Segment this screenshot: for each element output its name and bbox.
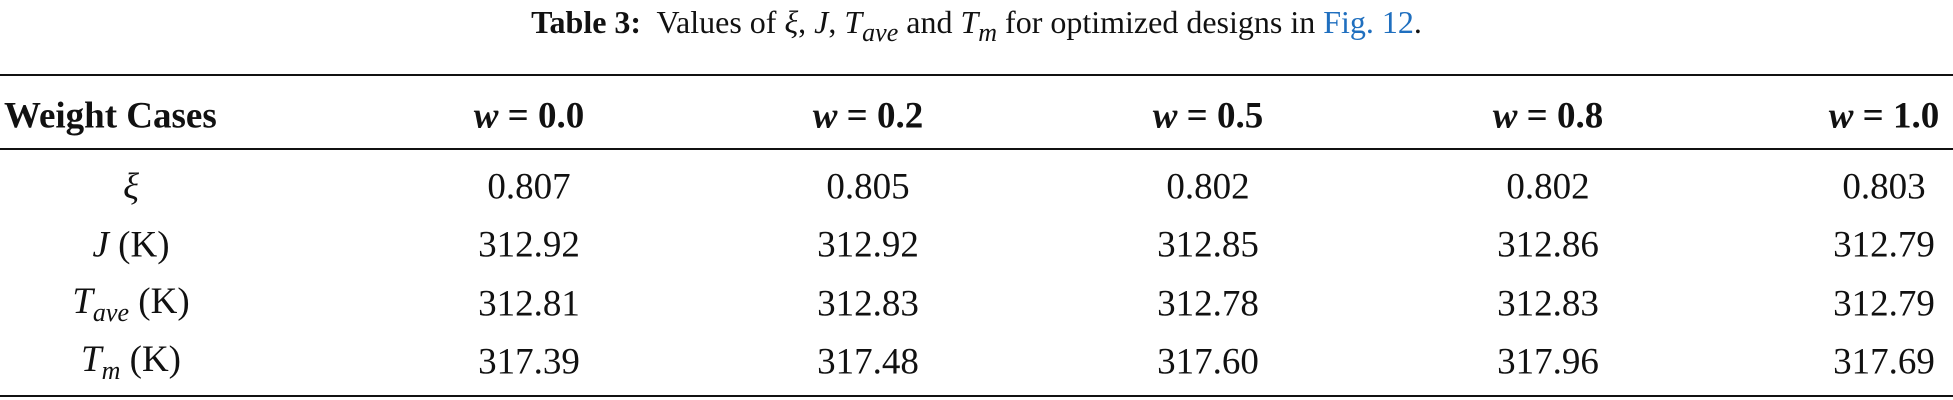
- unit: (K): [118, 224, 170, 266]
- value-cell: 312.92: [817, 224, 919, 266]
- symbol: ξ: [123, 166, 139, 208]
- caption-text: ,: [798, 4, 815, 40]
- unit: (K): [138, 281, 190, 322]
- caption-text: .: [1413, 4, 1422, 40]
- caption-text: ,: [828, 4, 845, 40]
- header-cell: w = 0.2: [813, 95, 924, 138]
- weight-value: = 0.5: [1186, 95, 1264, 137]
- caption-label: Table 3:: [531, 4, 642, 40]
- caption-text: Values of: [656, 4, 785, 40]
- value-cell: 317.96: [1497, 341, 1599, 383]
- value-cell: 0.802: [1166, 166, 1250, 208]
- header-cell: w = 1.0: [1829, 95, 1940, 138]
- value-cell: 0.805: [826, 166, 910, 208]
- mid-rule: [0, 148, 1953, 150]
- symbol: J: [814, 4, 829, 40]
- subscript: m: [101, 356, 121, 385]
- figure-link[interactable]: Fig. 12: [1323, 4, 1414, 40]
- header-label: Weight Cases: [4, 95, 217, 137]
- unit: (K): [129, 339, 181, 380]
- symbol: T: [72, 281, 93, 322]
- bottom-rule: [0, 395, 1953, 397]
- symbol: ξ: [784, 4, 799, 40]
- value-cell: 312.83: [817, 283, 919, 325]
- row-label: Tave (K): [72, 280, 189, 328]
- symbol: T: [81, 339, 102, 380]
- subscript: ave: [92, 298, 130, 327]
- header-cell: w = 0.8: [1493, 95, 1604, 138]
- value-cell: 317.48: [817, 341, 919, 383]
- value-cell: 0.802: [1506, 166, 1590, 208]
- weight-value: = 0.2: [846, 95, 924, 137]
- symbol: J: [92, 224, 109, 266]
- variable: w: [1828, 95, 1854, 137]
- row-label: Tm (K): [81, 338, 181, 386]
- top-rule: [0, 74, 1953, 76]
- value-cell: 312.79: [1833, 224, 1935, 266]
- value-cell: 312.83: [1497, 283, 1599, 325]
- header-cell: w = 0.0: [474, 95, 585, 138]
- header-cell: w = 0.5: [1153, 95, 1264, 138]
- symbol: T: [960, 4, 979, 40]
- caption-text: for optimized designs in: [997, 4, 1324, 40]
- subscript: ave: [862, 18, 899, 47]
- variable: w: [1152, 95, 1178, 137]
- weight-value: = 0.8: [1526, 95, 1604, 137]
- value-cell: 317.69: [1833, 341, 1935, 383]
- value-cell: 312.81: [478, 283, 580, 325]
- weight-value: = 1.0: [1862, 95, 1940, 137]
- row-label: J (K): [92, 224, 169, 267]
- symbol: T: [844, 4, 863, 40]
- subscript: m: [978, 18, 998, 47]
- weight-value: = 0.0: [507, 95, 585, 137]
- value-cell: 0.807: [487, 166, 571, 208]
- value-cell: 312.92: [478, 224, 580, 266]
- value-cell: 312.86: [1497, 224, 1599, 266]
- value-cell: 317.60: [1157, 341, 1259, 383]
- row-label: ξ: [123, 166, 139, 209]
- value-cell: 312.78: [1157, 283, 1259, 325]
- value-cell: 317.39: [478, 341, 580, 383]
- caption: Table 3: Values of ξ, J, Tave and Tm for…: [0, 4, 1953, 48]
- caption-text: and: [898, 4, 961, 40]
- variable: w: [812, 95, 838, 137]
- variable: w: [1492, 95, 1518, 137]
- value-cell: 312.79: [1833, 283, 1935, 325]
- variable: w: [473, 95, 499, 137]
- value-cell: 312.85: [1157, 224, 1259, 266]
- value-cell: 0.803: [1842, 166, 1926, 208]
